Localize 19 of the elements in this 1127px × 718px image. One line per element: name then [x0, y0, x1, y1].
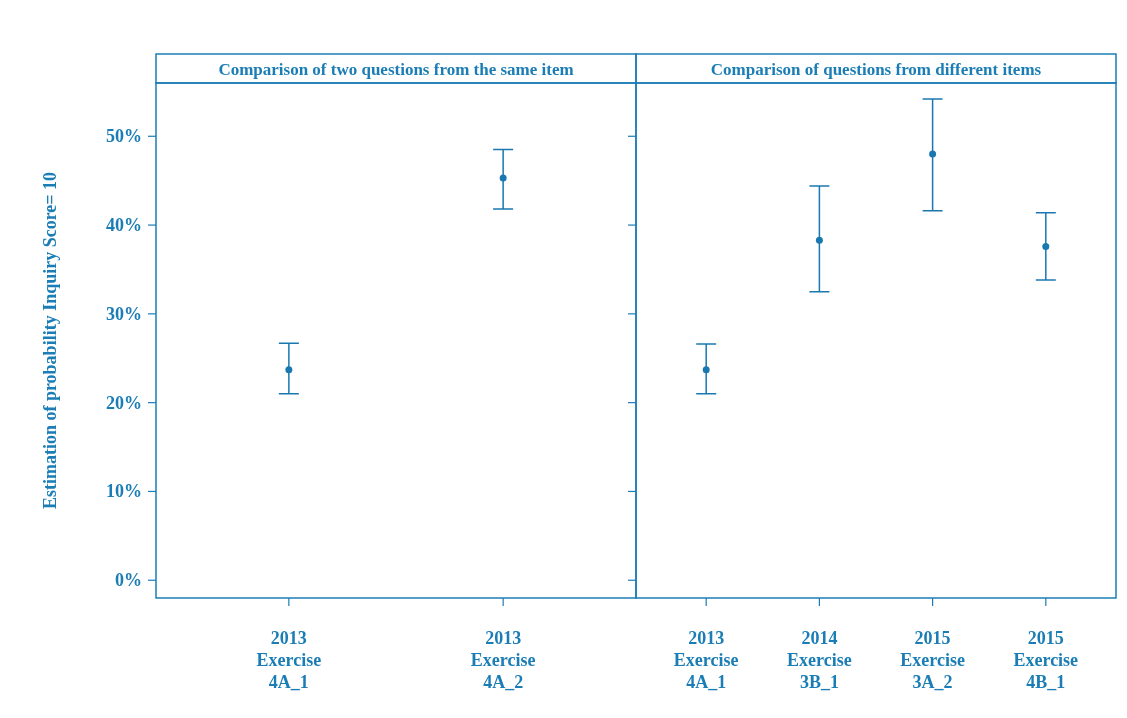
y-tick-label: 50%	[106, 126, 142, 147]
x-tick-label: 2013 Exercise 4A_1	[256, 628, 322, 692]
x-tick-label: 2014 Exercise 3B_1	[787, 628, 852, 692]
x-tick-label: 2013 Exercise 4A_2	[470, 628, 536, 692]
y-tick-label: 30%	[106, 303, 142, 324]
x-tick-label: 2015 Exercise 4B_1	[1013, 628, 1079, 692]
y-tick-label: 10%	[106, 481, 142, 502]
y-axis-title: Estimation of probability Inquiry Score= 10	[40, 171, 60, 510]
x-tick-label: 2015 Exercise 3A_2	[900, 628, 965, 692]
point	[1042, 242, 1050, 250]
chart-title: Comparison of two questions from the same item	[218, 59, 574, 79]
y-tick-label: 0%	[115, 570, 142, 591]
point	[815, 236, 823, 244]
point	[929, 150, 937, 158]
y-tick-label: 20%	[106, 392, 142, 413]
x-tick-label: 2013 Exercise 4A_1	[673, 628, 739, 692]
y-tick-label: 40%	[106, 215, 142, 236]
point	[702, 366, 710, 374]
chart-title: Comparison of questions from different items	[710, 59, 1042, 79]
